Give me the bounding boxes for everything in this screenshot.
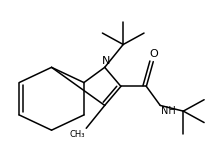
Text: N: N <box>102 56 110 66</box>
Text: CH₃: CH₃ <box>70 130 85 139</box>
Text: NH: NH <box>161 106 175 116</box>
Text: O: O <box>149 49 158 59</box>
